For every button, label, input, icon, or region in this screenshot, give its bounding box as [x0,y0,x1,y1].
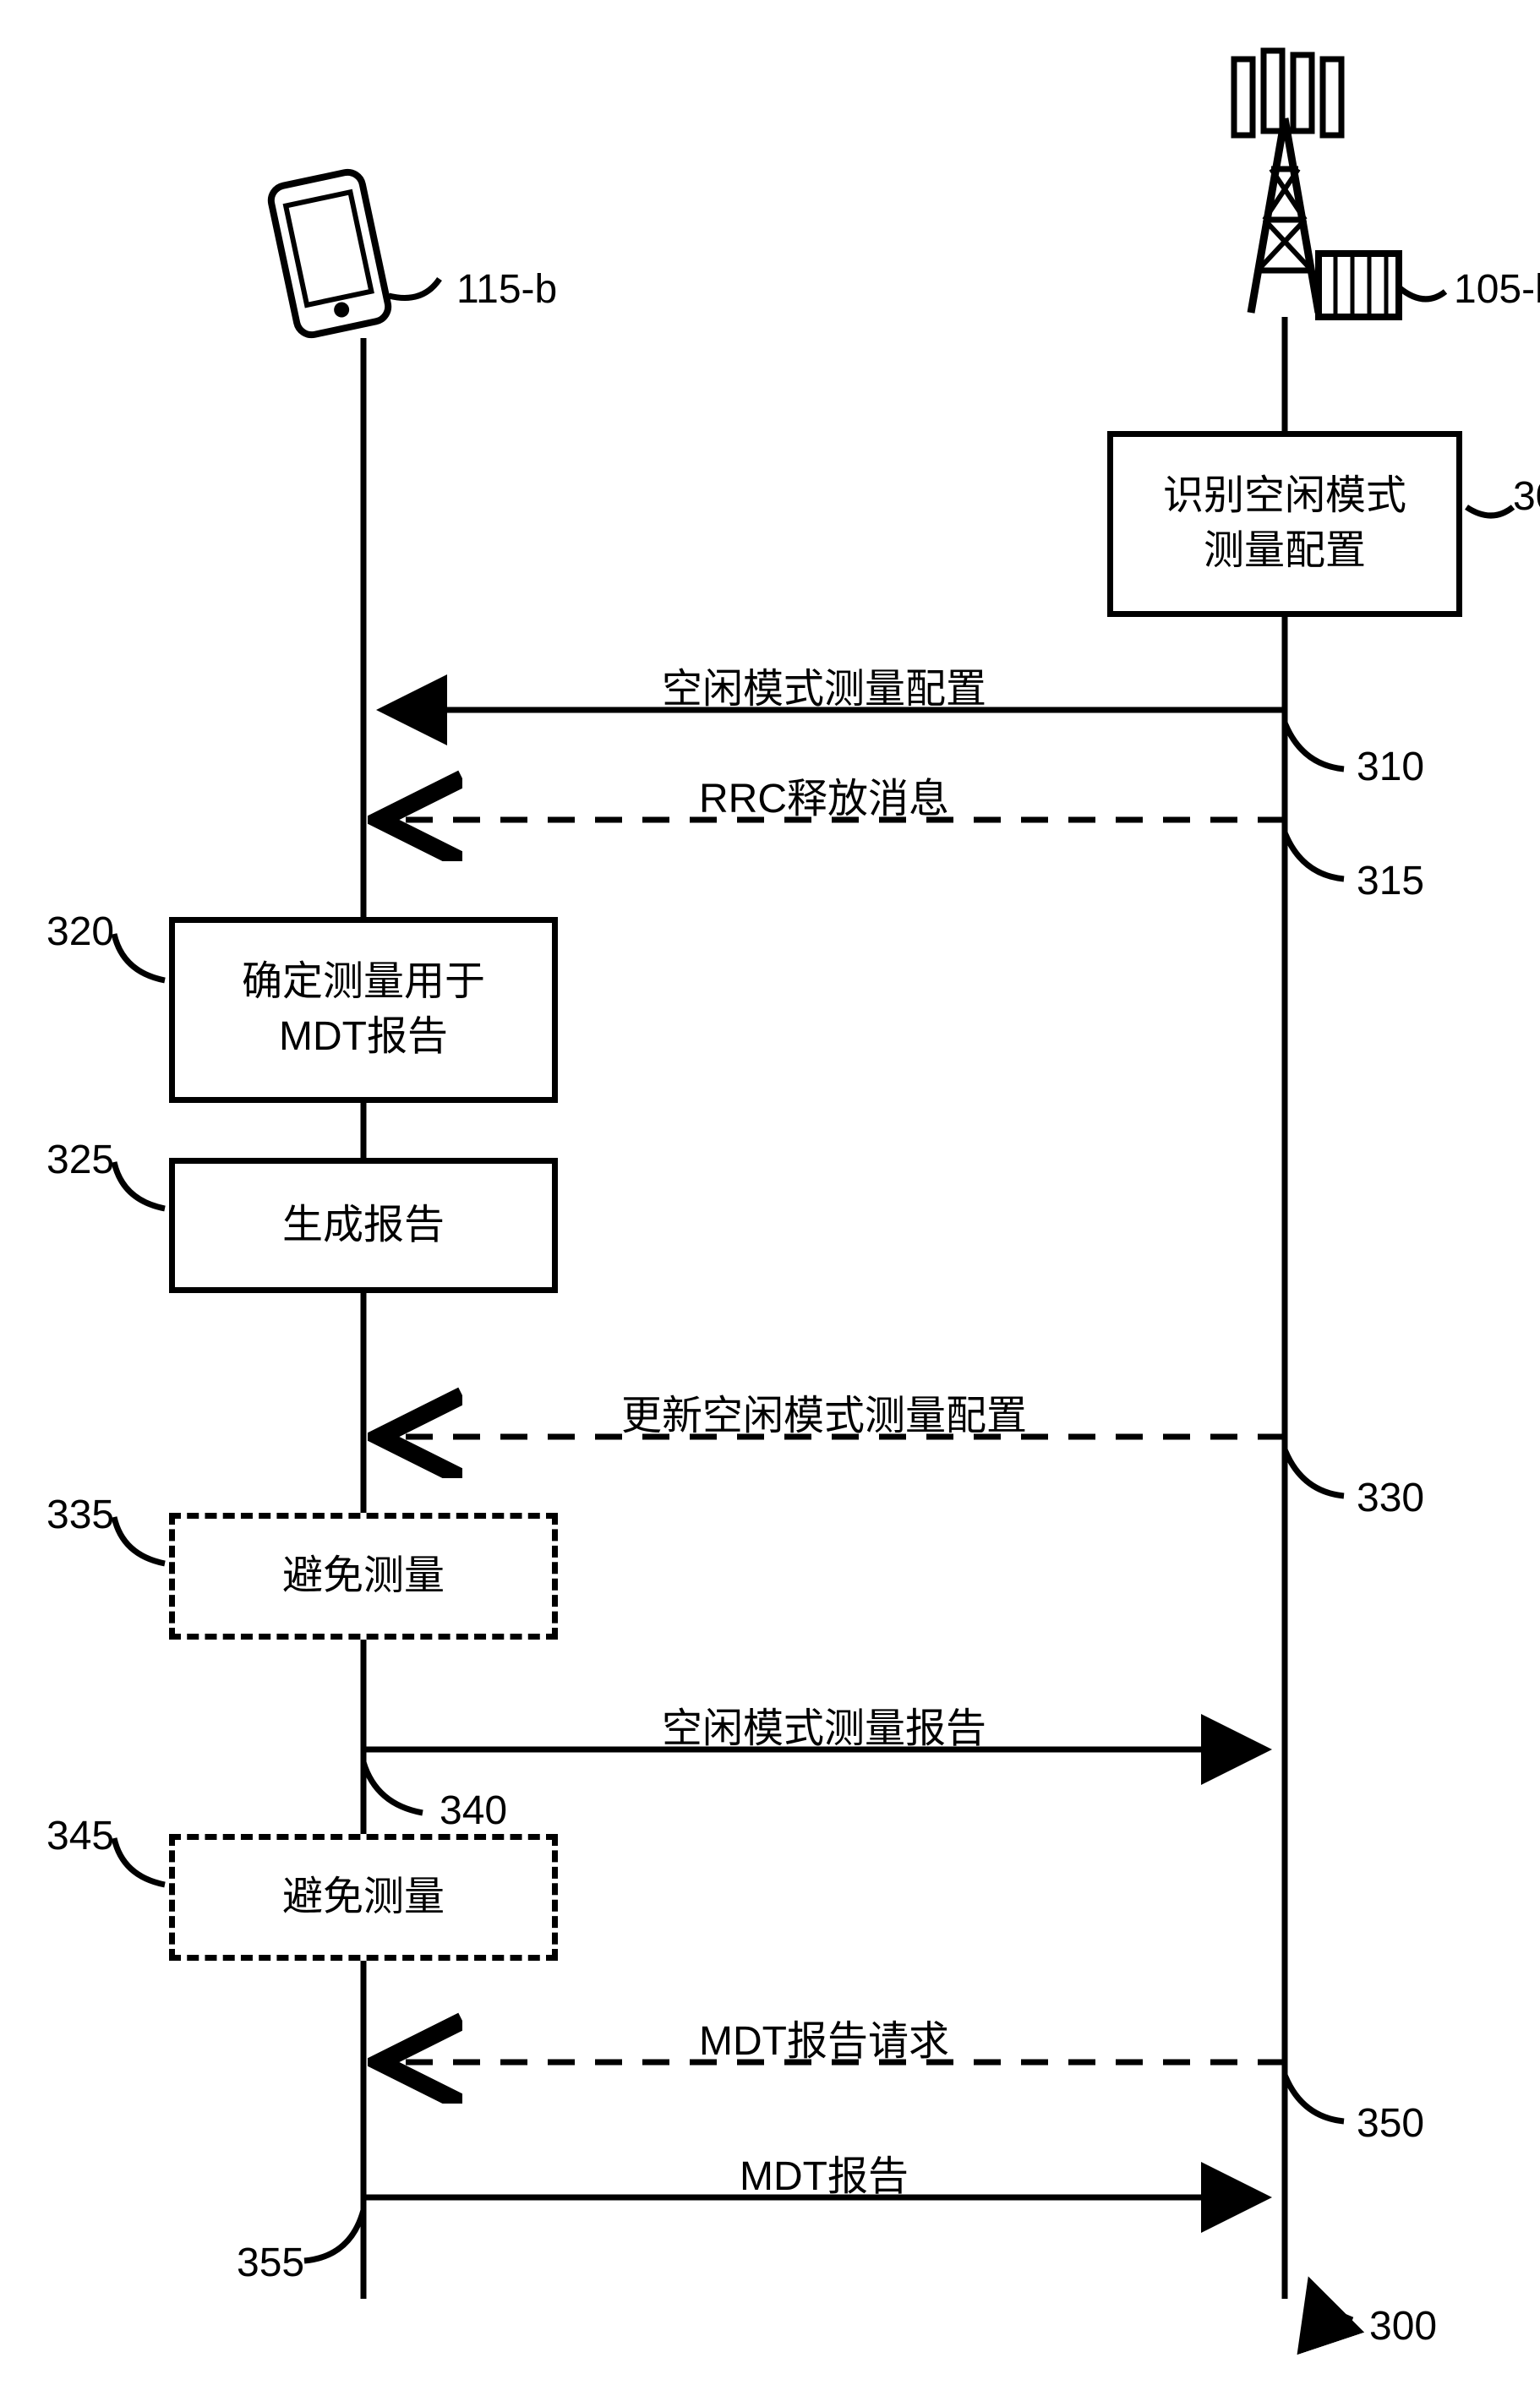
base-station-icon [1234,51,1399,317]
box-345-text: 避免测量 [282,1870,445,1925]
ref-305: 305 [1513,473,1540,520]
ref-340: 340 [440,1787,507,1834]
box-335-text: 避免测量 [282,1549,445,1604]
callout-115b [389,279,440,298]
callout-315 [1285,832,1344,879]
label-355: MDT报告 [363,2142,1285,2202]
box-generate-report: 生成报告 [169,1158,558,1293]
box-305-text: 识别空闲模式测量配置 [1163,469,1406,579]
ref-300: 300 [1369,2303,1437,2350]
callout-355 [304,2210,363,2261]
ref-310: 310 [1357,744,1424,790]
ref-335: 335 [46,1492,114,1538]
callout-340 [363,1762,423,1813]
ref-330: 330 [1357,1475,1424,1521]
callout-325 [114,1162,165,1209]
ue-phone-icon [268,170,390,338]
callout-350 [1285,2075,1344,2121]
box-determine-mdt: 确定测量用于MDT报告 [169,917,558,1103]
callout-330 [1285,1449,1344,1496]
box-avoid-meas-2: 避免测量 [169,1834,558,1961]
callout-335 [114,1517,165,1564]
ref-325: 325 [46,1137,114,1183]
callout-320 [114,934,165,980]
label-350: MDT报告请求 [363,2007,1285,2066]
ref-350: 350 [1357,2100,1424,2147]
box-320-text: 确定测量用于MDT报告 [242,955,485,1065]
ref-320: 320 [46,909,114,955]
ref-105b: 105-b [1454,266,1540,313]
box-325-text: 生成报告 [282,1198,445,1253]
callout-310 [1285,723,1344,769]
label-315: RRC释放消息 [363,765,1285,824]
label-330: 更新空闲模式测量配置 [363,1382,1285,1441]
ref-355: 355 [237,2240,304,2286]
callout-300 [1310,2282,1352,2320]
box-avoid-meas-1: 避免测量 [169,1513,558,1640]
callout-305 [1466,507,1513,516]
callout-105b [1399,287,1445,299]
callout-345 [114,1838,165,1885]
label-340: 空闲模式测量报告 [363,1695,1285,1754]
ref-115b: 115-b [456,266,557,313]
ref-345: 345 [46,1813,114,1859]
sequence-diagram-canvas: 识别空闲模式测量配置 确定测量用于MDT报告 生成报告 避免测量 避免测量 空闲… [0,0,1540,2385]
label-310: 空闲模式测量配置 [363,655,1285,714]
ref-315: 315 [1357,858,1424,904]
box-identify-idle-config: 识别空闲模式测量配置 [1107,431,1462,617]
